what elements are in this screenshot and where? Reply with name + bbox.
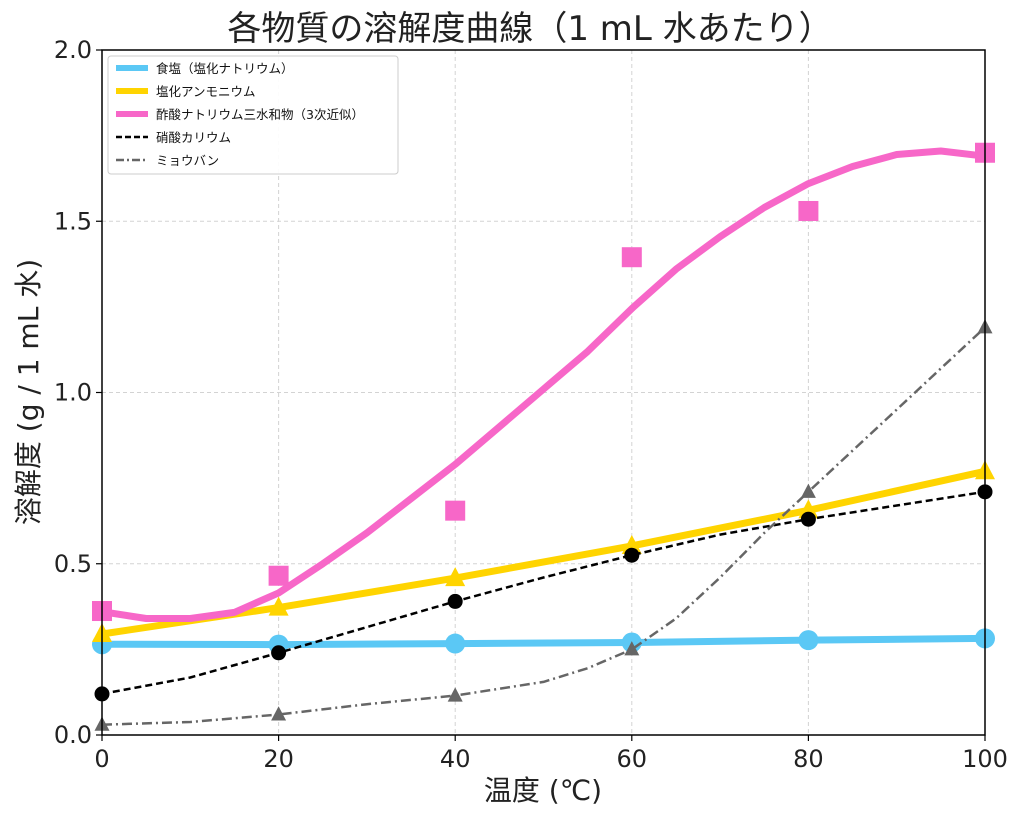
- data-point: [445, 567, 466, 587]
- series-line: [101, 490, 986, 696]
- legend-box: [107, 55, 399, 175]
- y-tick-label: 0.5: [54, 550, 92, 578]
- series-5: [94, 319, 993, 731]
- y-axis-title: 溶解度 (g / 1 mL 水): [12, 259, 45, 525]
- legend-label: 酢酸ナトリウム三水和物（3次近似）: [156, 107, 364, 122]
- data-point: [800, 483, 816, 498]
- x-axis-title: 温度 (℃): [484, 774, 602, 807]
- data-point: [447, 687, 463, 702]
- legend-label: 硝酸カリウム: [156, 130, 231, 145]
- y-axis-ticks: 0.0 0.5 1.0 1.5 2.0: [54, 36, 102, 749]
- data-point: [624, 547, 640, 563]
- y-tick-label: 1.5: [54, 207, 92, 235]
- data-point: [800, 511, 816, 527]
- data-point: [798, 200, 819, 221]
- x-tick-label: 0: [94, 745, 109, 773]
- series-line: [98, 467, 989, 638]
- data-point: [624, 641, 640, 656]
- data-point: [621, 247, 642, 268]
- legend-label: 塩化アンモニウム: [156, 84, 256, 99]
- data-point: [268, 596, 289, 616]
- series-4: [94, 484, 993, 702]
- data-point: [445, 633, 466, 654]
- series-3: [92, 142, 995, 622]
- x-tick-label: 100: [962, 745, 1008, 773]
- series-line: [101, 326, 986, 726]
- series-1: [92, 628, 995, 655]
- x-tick-label: 80: [793, 745, 824, 773]
- data-point: [445, 500, 466, 521]
- y-tick-label: 1.0: [54, 379, 92, 407]
- data-point: [621, 534, 642, 554]
- data-point: [268, 565, 289, 586]
- x-tick-label: 40: [440, 745, 471, 773]
- data-point: [798, 499, 819, 519]
- series-line: [98, 634, 989, 649]
- series-layer: [92, 142, 995, 731]
- chart-title: 各物質の溶解度曲線（1 mL 水あたり）: [227, 9, 832, 49]
- y-tick-label: 0.0: [54, 721, 92, 749]
- x-axis-ticks: 0 20 40 60 80 100: [94, 735, 1008, 773]
- legend-label: 食塩（塩化ナトリウム）: [156, 61, 294, 76]
- legend-label: ミョウバン: [156, 153, 219, 168]
- data-point: [271, 706, 287, 721]
- x-tick-label: 60: [617, 745, 648, 773]
- x-tick-label: 20: [263, 745, 294, 773]
- series-line: [98, 147, 989, 622]
- data-point: [271, 645, 287, 661]
- data-point: [798, 630, 819, 651]
- data-point: [447, 593, 463, 609]
- y-tick-label: 2.0: [54, 36, 92, 64]
